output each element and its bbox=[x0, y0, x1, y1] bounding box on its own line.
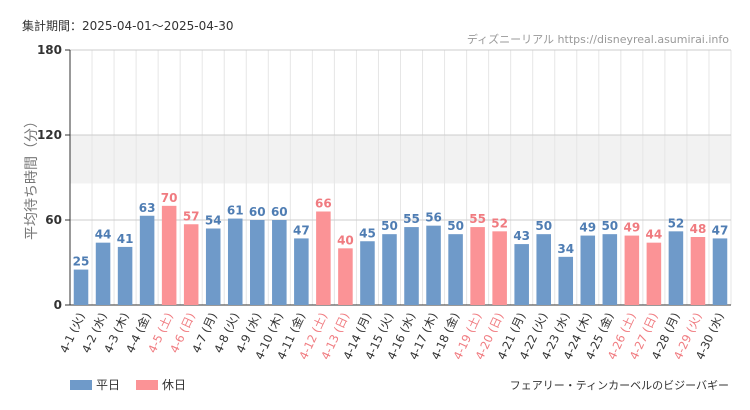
bar-value-label: 48 bbox=[690, 222, 707, 236]
bar-value-label: 50 bbox=[535, 219, 552, 233]
bar bbox=[205, 228, 221, 305]
bar-value-label: 34 bbox=[557, 242, 574, 256]
legend-holiday-label: 休日 bbox=[162, 378, 186, 392]
bar-value-label: 50 bbox=[381, 219, 398, 233]
bar-value-label: 49 bbox=[623, 221, 640, 235]
bar bbox=[536, 234, 551, 305]
legend-weekday-swatch bbox=[70, 380, 92, 390]
bar-value-label: 41 bbox=[117, 232, 134, 246]
bar bbox=[470, 227, 485, 305]
bar-value-label: 52 bbox=[491, 216, 508, 230]
bar-value-label: 61 bbox=[227, 204, 244, 218]
bar-value-label: 49 bbox=[579, 221, 596, 235]
bar-value-label: 47 bbox=[293, 223, 310, 237]
bar bbox=[250, 220, 265, 305]
source-credit: ディズニーリアル https://disneyreal.asumirai.inf… bbox=[467, 32, 729, 46]
bar-value-label: 44 bbox=[646, 228, 663, 242]
y-tick-label: 180 bbox=[37, 43, 62, 57]
bar bbox=[316, 211, 331, 305]
y-tick-label: 0 bbox=[54, 298, 62, 312]
bar-value-label: 70 bbox=[161, 191, 178, 205]
bar-value-label: 50 bbox=[601, 219, 618, 233]
bar bbox=[73, 269, 89, 305]
bar bbox=[183, 224, 199, 305]
period-label: 集計期間：2025-04-01～2025-04-30 bbox=[22, 18, 233, 33]
bar bbox=[492, 231, 507, 305]
y-axis-label: 平均待ち時間（分） bbox=[24, 114, 40, 240]
bar-value-label: 44 bbox=[95, 228, 112, 242]
bar bbox=[668, 231, 684, 305]
bar bbox=[602, 234, 618, 305]
bar-value-label: 40 bbox=[337, 233, 354, 247]
legend: 平日 休日 bbox=[70, 378, 186, 392]
bar bbox=[646, 242, 662, 305]
bar-value-label: 45 bbox=[359, 226, 376, 240]
bar bbox=[227, 218, 243, 305]
attraction-name: フェアリー・ティンカーベルのビジーバギー bbox=[510, 379, 729, 392]
y-tick-label: 120 bbox=[37, 128, 62, 142]
bar bbox=[272, 220, 287, 305]
bar-value-label: 52 bbox=[668, 216, 685, 230]
bar bbox=[624, 235, 640, 305]
bar-value-label: 43 bbox=[513, 229, 530, 243]
legend-weekday-label: 平日 bbox=[96, 378, 120, 392]
bar bbox=[338, 248, 353, 305]
bar bbox=[448, 234, 463, 305]
bar bbox=[558, 256, 574, 305]
bar-value-label: 63 bbox=[139, 201, 156, 215]
bar-value-label: 25 bbox=[73, 255, 90, 269]
bar bbox=[404, 227, 419, 305]
y-tick-label: 60 bbox=[45, 213, 62, 227]
bar bbox=[712, 238, 728, 305]
bar-value-label: 57 bbox=[183, 209, 200, 223]
bar bbox=[580, 235, 596, 305]
bar bbox=[117, 246, 133, 305]
bar-value-label: 50 bbox=[447, 219, 464, 233]
bar bbox=[139, 215, 155, 305]
bar bbox=[382, 234, 397, 305]
bar-value-label: 60 bbox=[271, 205, 288, 219]
bar bbox=[360, 241, 375, 305]
bar bbox=[514, 244, 529, 305]
bar-value-label: 56 bbox=[425, 211, 442, 225]
bar bbox=[161, 205, 177, 305]
bar bbox=[95, 242, 111, 305]
bar-value-label: 47 bbox=[712, 223, 729, 237]
legend-holiday-swatch bbox=[136, 380, 158, 390]
bar-value-label: 55 bbox=[469, 212, 486, 226]
bar-value-label: 55 bbox=[403, 212, 420, 226]
bar bbox=[294, 238, 309, 305]
bar-value-label: 60 bbox=[249, 205, 266, 219]
bar bbox=[690, 237, 706, 305]
bar-value-label: 54 bbox=[205, 214, 222, 228]
bar-value-label: 66 bbox=[315, 197, 332, 211]
bar bbox=[426, 225, 441, 305]
